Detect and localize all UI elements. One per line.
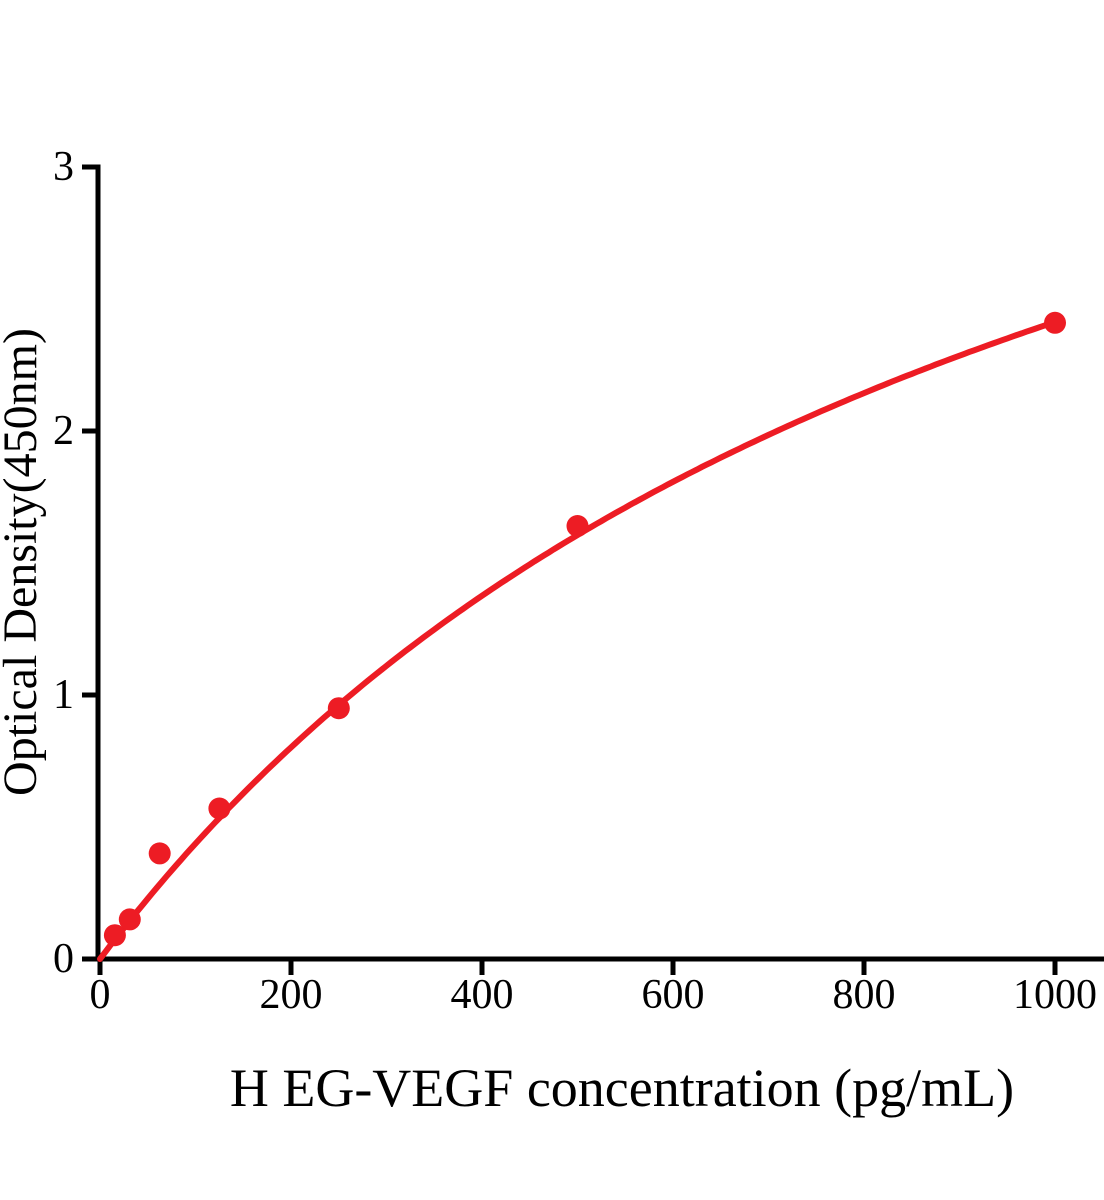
data-point <box>566 515 589 537</box>
data-point <box>327 697 350 720</box>
x-tick-label: 800 <box>833 972 896 1018</box>
data-points <box>103 311 1066 947</box>
y-tick-label: 0 <box>53 936 74 982</box>
x-tick-label: 600 <box>642 972 705 1018</box>
fit-curve-line <box>97 319 1058 962</box>
x-tick-label: 200 <box>260 972 323 1018</box>
y-tick-label: 2 <box>53 408 74 454</box>
data-point <box>148 842 171 865</box>
x-tick-label: 400 <box>451 972 514 1018</box>
y-axis-title: Optical Density(450nm) <box>0 328 47 796</box>
y-axis-ticks: 0 1 2 3 <box>53 144 96 982</box>
x-axis-ticks: 0 200 400 600 800 1000 <box>90 961 1097 1018</box>
data-point <box>118 908 141 931</box>
y-tick-label: 3 <box>53 144 74 190</box>
y-tick-label: 1 <box>53 672 74 718</box>
data-point <box>103 924 126 947</box>
data-point <box>1044 311 1066 334</box>
x-tick-label: 0 <box>90 972 111 1018</box>
data-point <box>208 797 231 820</box>
x-tick-label: 1000 <box>1013 972 1097 1018</box>
x-axis-title: H EG-VEGF concentration (pg/mL) <box>230 1058 1014 1118</box>
